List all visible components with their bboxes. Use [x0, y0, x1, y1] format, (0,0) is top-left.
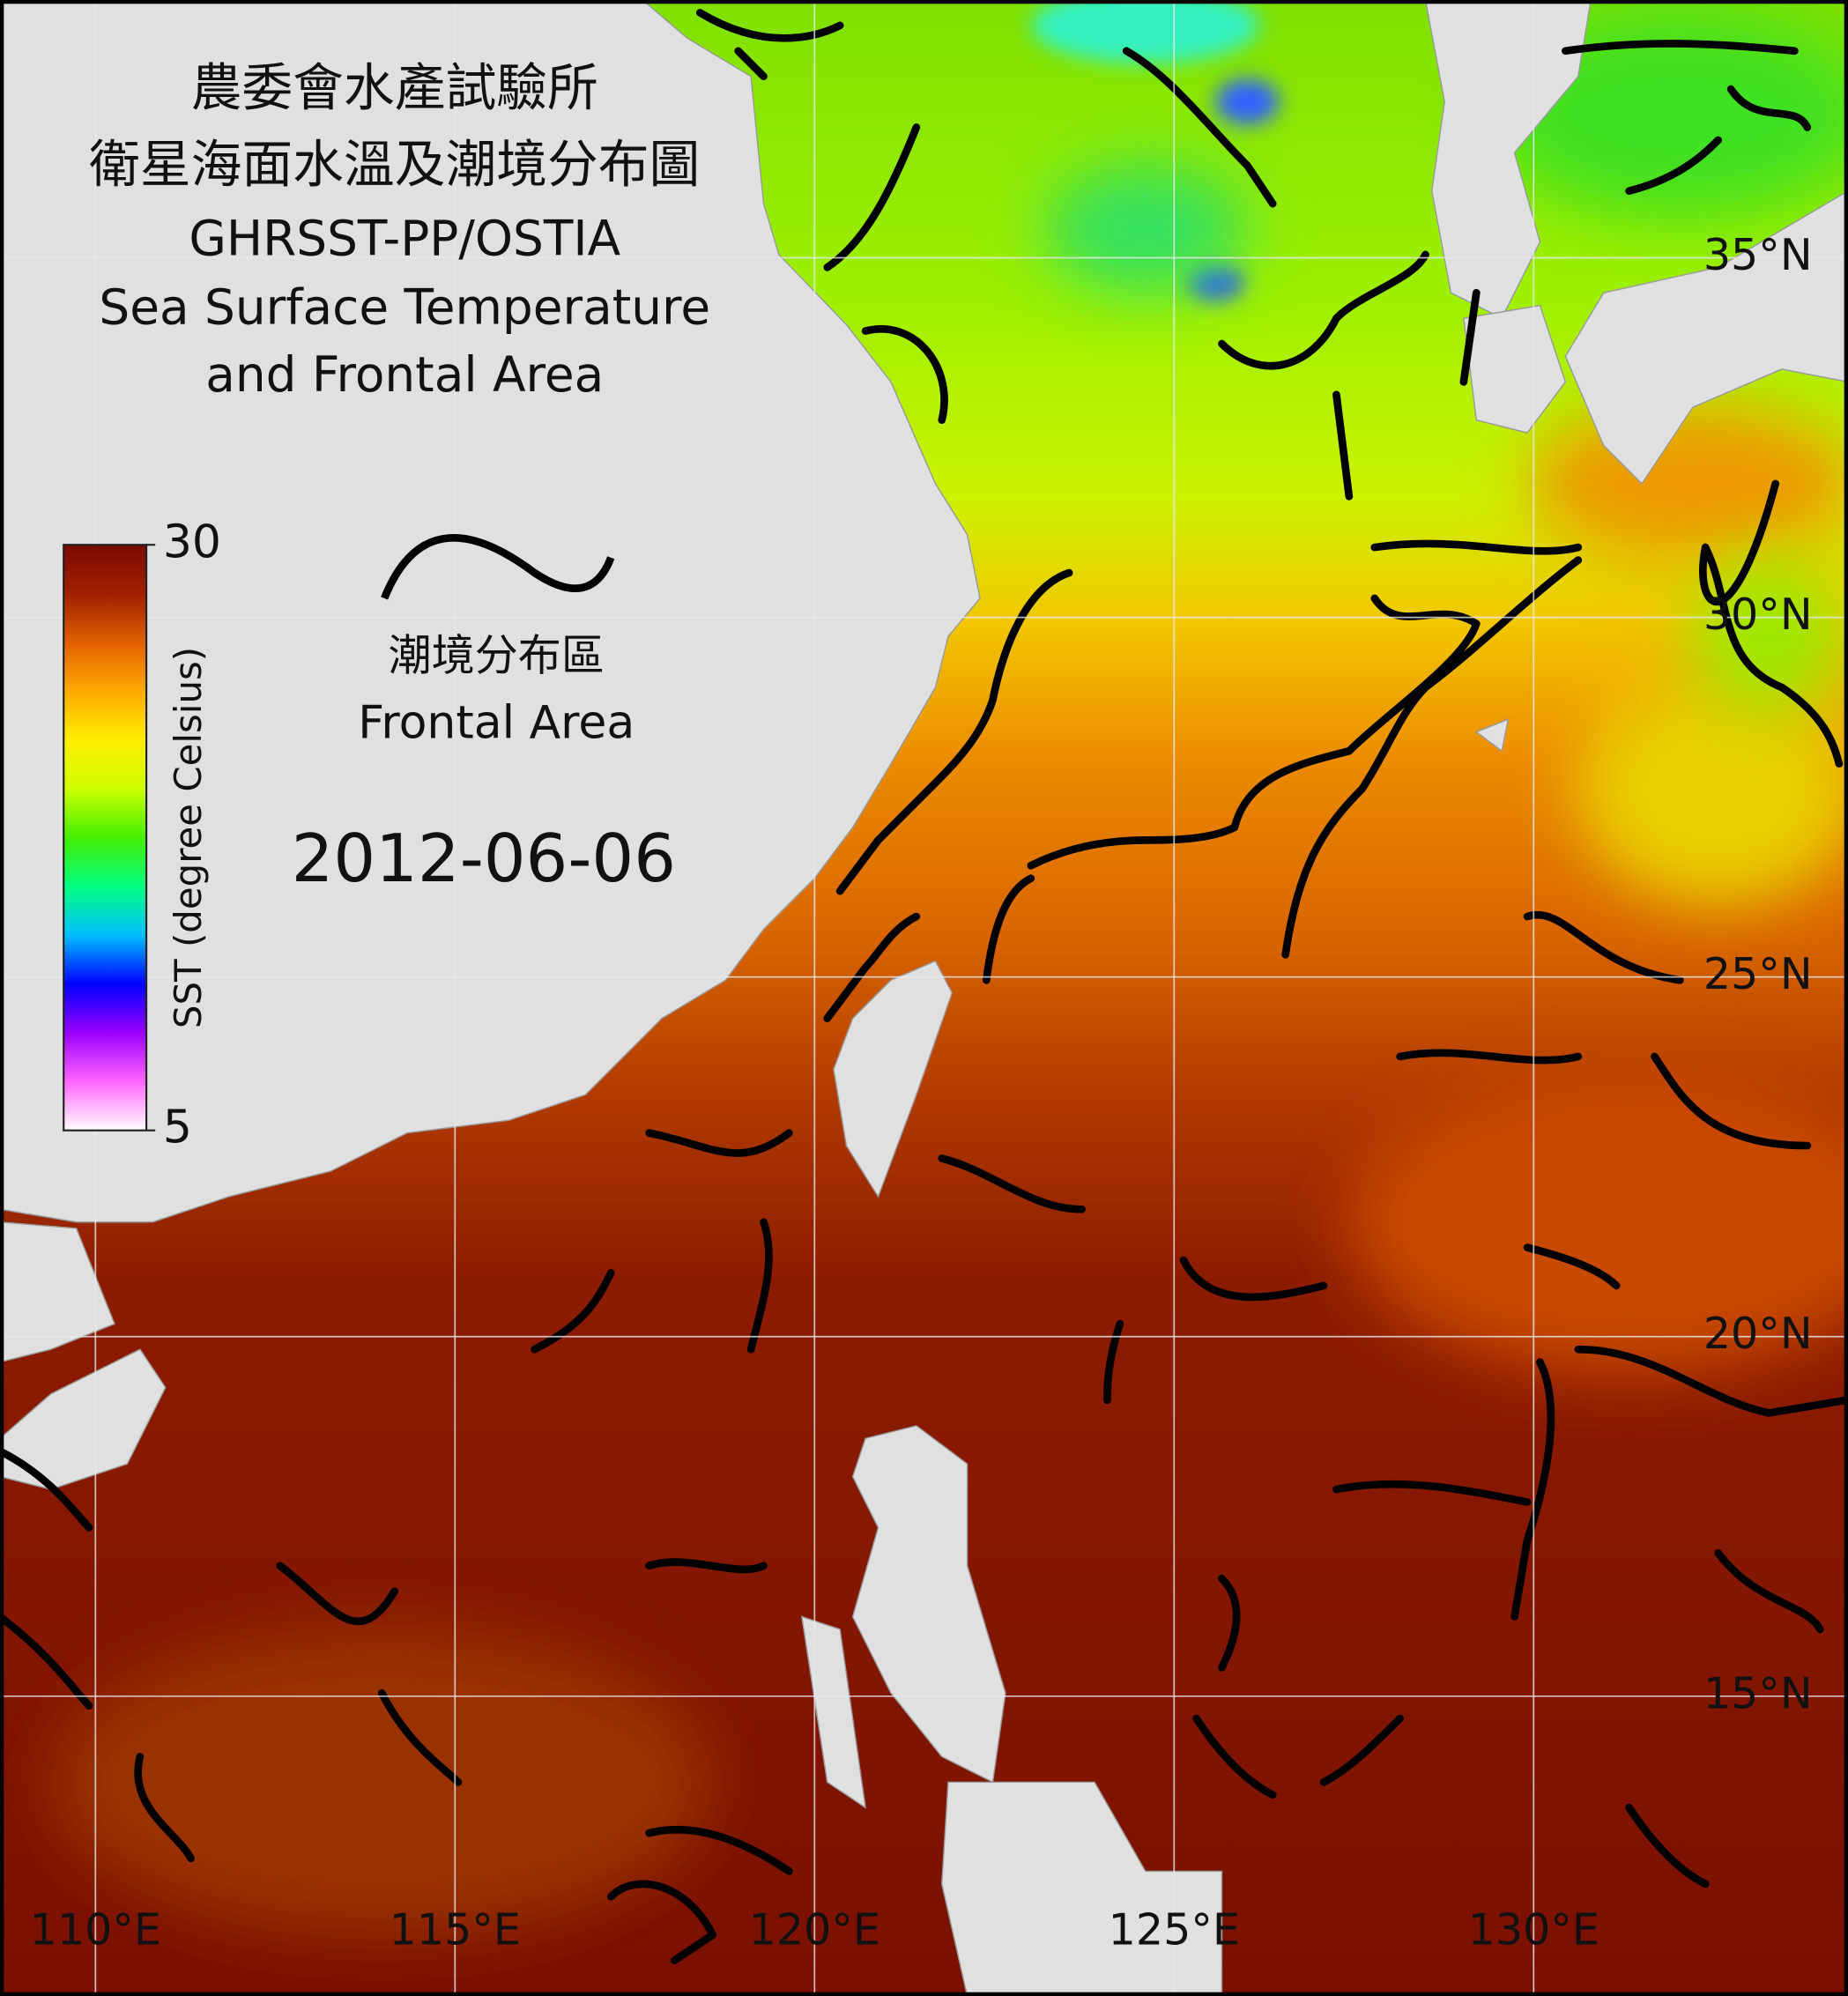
- latitude-label: 20°N: [1703, 1308, 1813, 1359]
- latitude-label: 30°N: [1703, 589, 1813, 640]
- colorbar-scale: [63, 544, 148, 1132]
- latitude-label: 35°N: [1703, 229, 1813, 280]
- frontal-lines: [0, 9, 1848, 1964]
- colorbar: SST (degree Celsius) 5 30: [63, 516, 221, 1154]
- title-block: 農委會水產試驗所 衛星海面水溫及潮境分布圖 GHRSST-PP/OSTIA Se…: [89, 58, 710, 404]
- longitude-label: 130°E: [1468, 1903, 1599, 1955]
- axis-labels: 110°E 115°E 120°E 125°E 130°E 35°N 30°N 25°N 20°…: [30, 229, 1813, 1955]
- title-line: Sea Surface Temperature: [99, 279, 710, 336]
- longitude-label: 115°E: [390, 1903, 521, 1955]
- colorbar-label: SST (degree Celsius): [167, 647, 210, 1028]
- date: 2012-06-06: [292, 820, 676, 897]
- longitude-label: 125°E: [1109, 1903, 1240, 1955]
- latitude-label: 15°N: [1703, 1667, 1813, 1718]
- latitude-label: 25°N: [1703, 948, 1813, 999]
- title-line: 農委會水產試驗所: [191, 58, 598, 118]
- title-line: 衛星海面水溫及潮境分布圖: [89, 134, 700, 194]
- frontal-legend-en: Frontal Area: [358, 696, 635, 749]
- longitude-label: 120°E: [749, 1903, 880, 1955]
- colorbar-tick-label: 5: [163, 1102, 192, 1154]
- title-line: and Frontal Area: [205, 346, 604, 403]
- title-line: GHRSST-PP/OSTIA: [189, 211, 620, 267]
- frontal-legend: 潮境分布區 Frontal Area: [358, 534, 635, 749]
- frontal-legend-symbol: [381, 534, 615, 600]
- frontal-legend-zh: 潮境分布區: [389, 629, 605, 680]
- colorbar-tick-label: 30: [163, 516, 221, 568]
- longitude-label: 110°E: [30, 1903, 161, 1955]
